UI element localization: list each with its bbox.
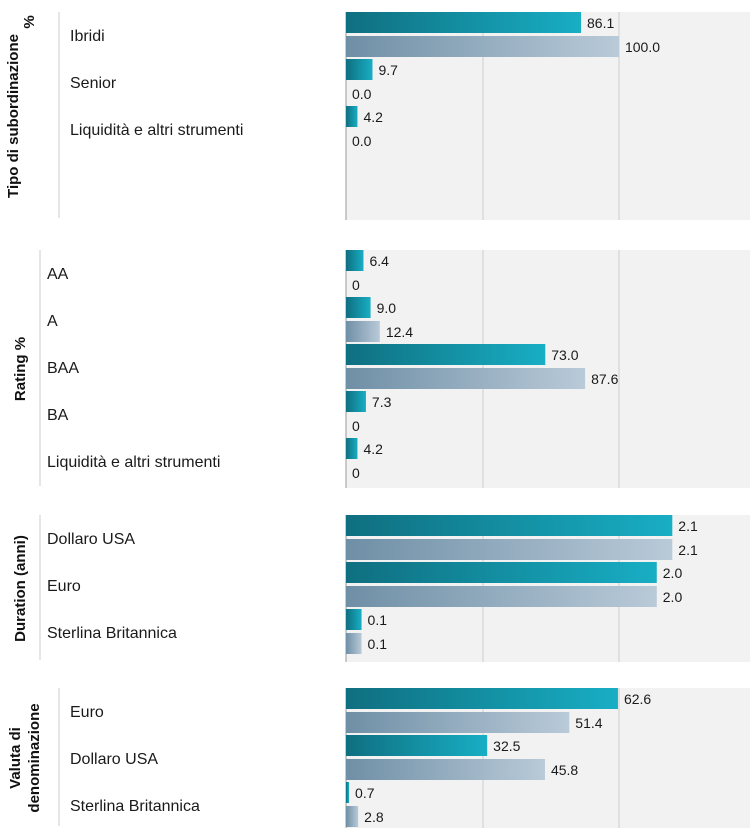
data-label-series-2: 51.4 [575,715,602,731]
bar-series-1 [346,735,488,756]
data-label-series-2: 2.8 [364,809,384,825]
data-label-series-1: 0.1 [368,612,388,628]
bar-series-2 [346,321,380,342]
category-label: Ibridi [70,28,105,45]
bar-series-2 [346,539,673,560]
data-label-series-2: 0 [352,465,360,481]
category-label: A [47,313,58,330]
bar-series-1 [346,782,350,803]
data-label-series-1: 86.1 [587,15,614,31]
data-label-series-2: 0.0 [352,86,372,102]
category-label: Liquidità e altri strumenti [70,122,243,139]
data-label-series-1: 9.7 [378,62,398,78]
data-label-series-1: 4.2 [363,441,383,457]
category-label: Euro [47,578,81,595]
category-label: Liquidità e altri strumenti [47,454,220,471]
chart-title: Tipo di subordinazione% [5,15,38,198]
category-label: Dollaro USA [47,531,135,548]
bar-series-1 [346,250,364,271]
data-label-series-2: 87.6 [591,371,618,387]
category-label: Euro [70,704,104,721]
bar-series-2 [346,633,362,654]
category-label: Sterlina Britannica [70,798,200,815]
bar-series-1 [346,106,358,127]
data-label-series-2: 0 [352,277,360,293]
data-label-series-2: 0.0 [352,133,372,149]
bar-series-1 [346,562,657,583]
data-label-series-2: 0.1 [368,636,388,652]
category-label: Sterlina Britannica [47,625,177,642]
data-label-series-1: 9.0 [377,300,397,316]
data-label-series-1: 73.0 [551,347,578,363]
plot-background [346,688,750,828]
data-label-series-2: 2.1 [678,542,698,558]
bar-series-2 [346,586,657,607]
bar-series-1 [346,297,371,318]
bar-series-1 [346,59,373,80]
chart-title: Duration (anni) [12,535,29,642]
bar-series-1 [346,12,582,33]
category-label: Dollaro USA [70,751,158,768]
data-label-series-1: 4.2 [363,109,383,125]
data-label-series-1: 32.5 [493,738,520,754]
data-label-series-1: 6.4 [369,253,389,269]
data-label-series-1: 0.7 [355,785,375,801]
bar-series-1 [346,391,366,412]
bar-series-2 [346,712,570,733]
data-label-series-2: 0 [352,418,360,434]
bar-series-2 [346,368,586,389]
bar-series-1 [346,515,673,536]
bar-series-2 [346,806,359,827]
data-label-series-1: 2.1 [678,518,698,534]
data-label-series-1: 62.6 [624,691,651,707]
bar-series-1 [346,688,618,709]
data-label-series-2: 12.4 [386,324,413,340]
data-label-series-2: 100.0 [625,39,660,55]
category-label: BAA [47,360,79,377]
bar-series-2 [346,759,545,780]
chart-title: Valuta di denominazione [7,703,43,812]
chart-title: Rating % [12,337,29,401]
bar-series-2 [346,36,619,57]
category-label: AA [47,266,69,283]
data-label-series-1: 7.3 [372,394,392,410]
category-label: Senior [70,75,117,92]
data-label-series-2: 45.8 [551,762,578,778]
data-label-series-2: 2.0 [663,589,683,605]
category-label: BA [47,407,69,424]
bar-series-1 [346,438,358,459]
bar-series-1 [346,344,546,365]
bar-series-1 [346,609,362,630]
data-label-series-1: 2.0 [663,565,683,581]
